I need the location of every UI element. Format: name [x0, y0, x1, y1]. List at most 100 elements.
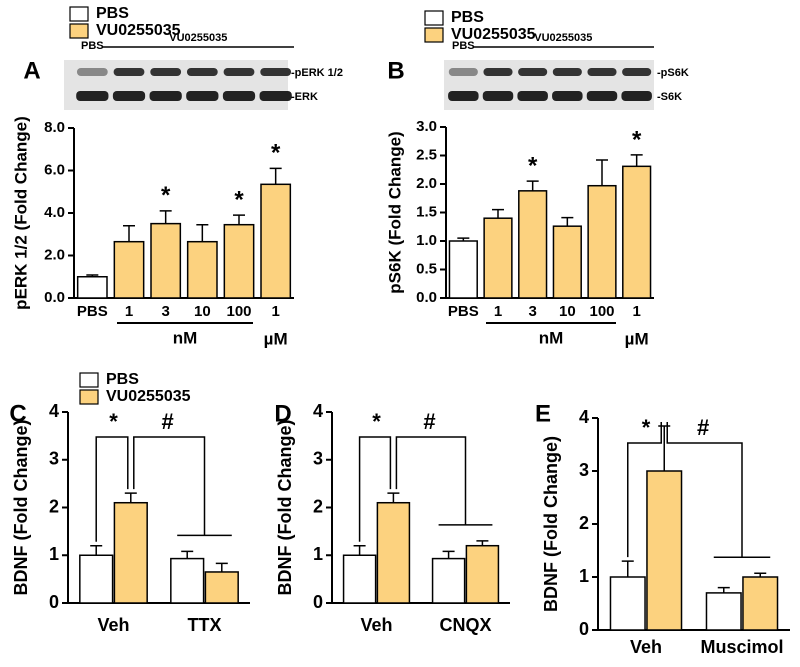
- y-tick-label: 2: [313, 496, 323, 516]
- blot-band-label: -pERK 1/2: [291, 67, 343, 79]
- significance: *: [632, 126, 642, 153]
- bar: [186, 240, 218, 299]
- bar: [646, 470, 683, 631]
- significance: *: [528, 152, 538, 179]
- x-tick-label: Veh: [360, 615, 392, 635]
- y-tick-label: 3: [313, 449, 323, 469]
- legend-label: VU0255035: [106, 388, 191, 405]
- blot-band: [112, 91, 146, 101]
- error-bar: [159, 210, 172, 224]
- error-bar: [90, 544, 103, 556]
- comparison-bracket: [358, 436, 392, 542]
- y-tick-label: 3: [49, 449, 59, 469]
- y-tick-label: 6.0: [44, 161, 65, 178]
- blot-band-label: -S6K: [657, 91, 682, 103]
- blot-background: [444, 60, 654, 110]
- panel-letter: D: [274, 400, 291, 427]
- y-tick-label: 2: [49, 496, 59, 516]
- blot-band: [483, 68, 513, 76]
- y-tick-label: 2: [579, 513, 589, 533]
- error-bar: [124, 492, 137, 503]
- y-tick-label: 0.0: [416, 289, 437, 306]
- x-tick-label: CNQX: [439, 615, 491, 635]
- legend-swatch: [424, 27, 444, 43]
- legend-label: VU0255035: [96, 22, 181, 39]
- blot-band: [150, 68, 182, 76]
- legend-label: PBS: [106, 371, 139, 388]
- bar: [170, 557, 205, 604]
- bar: [705, 592, 742, 631]
- x-tick-label: 1: [632, 303, 640, 320]
- error-bar: [123, 225, 135, 242]
- panel-letter: C: [9, 400, 26, 427]
- significance: *: [161, 182, 171, 209]
- x-tick-label: Veh: [97, 615, 129, 635]
- blot-band: [76, 91, 109, 101]
- blot-band: [622, 68, 652, 76]
- error-bar: [596, 159, 608, 186]
- bar: [223, 223, 255, 299]
- x-tick-label: 100: [226, 303, 251, 320]
- y-tick-label: 0: [313, 592, 323, 612]
- panel-letter: A: [23, 57, 40, 84]
- comparison-bracket: [627, 421, 662, 558]
- blot-background: [64, 60, 288, 110]
- bar: [150, 222, 182, 299]
- y-tick-label: 3: [579, 460, 589, 480]
- comparison-label: #: [423, 409, 435, 434]
- bar: [431, 557, 466, 604]
- error-bar: [196, 223, 209, 242]
- comparison-bracket: [395, 436, 493, 526]
- bar: [742, 576, 779, 631]
- x-tick-label: 10: [194, 303, 211, 320]
- x-tick-label: 1: [125, 303, 133, 320]
- error-bar: [476, 540, 489, 546]
- error-bar: [457, 237, 470, 241]
- blot-band-label: -ERK: [291, 91, 318, 103]
- blot-band: [259, 91, 292, 101]
- y-tick-label: 1.5: [416, 203, 437, 220]
- panel-letter: B: [387, 57, 404, 84]
- error-bar: [630, 154, 643, 167]
- blot-band: [113, 68, 145, 76]
- y-axis-label: BDNF (Fold Change): [11, 420, 31, 596]
- bar: [587, 184, 617, 299]
- x-tick-label: 1: [271, 303, 279, 320]
- y-tick-label: 4: [579, 407, 589, 427]
- error-bar: [269, 167, 282, 185]
- error-bar: [387, 492, 400, 503]
- y-tick-label: 1: [579, 566, 589, 586]
- error-bar: [754, 572, 767, 577]
- error-bar: [658, 425, 671, 471]
- x-tick-label: TTX: [188, 615, 222, 635]
- legend-label: PBS: [451, 9, 484, 26]
- x-tick-label: 1: [494, 303, 502, 320]
- blot-band: [517, 91, 548, 101]
- legend-label: VU0255035: [451, 26, 536, 43]
- y-tick-label: 1: [313, 544, 323, 564]
- blot-band: [448, 68, 478, 76]
- y-tick-label: 8.0: [44, 119, 65, 136]
- x-tick-label: 3: [161, 303, 169, 320]
- blot-band: [222, 91, 256, 101]
- y-tick-label: 4.0: [44, 204, 65, 221]
- legend-swatch: [69, 23, 89, 39]
- x-tick-label: 10: [559, 303, 576, 320]
- panel-letter: E: [535, 400, 551, 427]
- x-tick-label: 3: [528, 303, 536, 320]
- legend-swatch: [79, 389, 99, 405]
- error-bar: [621, 560, 634, 577]
- error-bar: [442, 550, 455, 559]
- blot-band: [186, 68, 218, 76]
- unit-label: nM: [173, 328, 198, 347]
- blot-band: [518, 68, 548, 76]
- legend-swatch: [424, 10, 444, 26]
- blot-band: [448, 91, 479, 101]
- comparison-label: *: [642, 415, 651, 440]
- unit-label: µM: [264, 329, 288, 348]
- bar: [465, 544, 500, 604]
- y-tick-label: 4: [313, 401, 323, 421]
- blot-band: [149, 91, 182, 101]
- error-bar: [353, 544, 366, 556]
